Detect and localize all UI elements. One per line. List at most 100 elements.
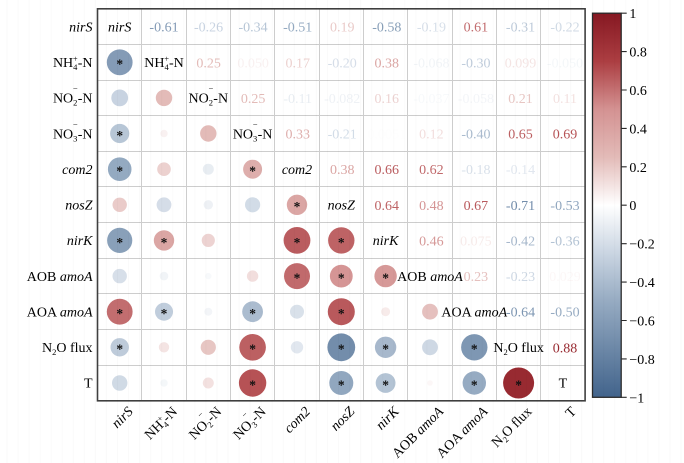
svg-text:−0.8: −0.8 bbox=[629, 353, 654, 368]
svg-text:-0.050: -0.050 bbox=[547, 56, 583, 71]
svg-text:-0.42: -0.42 bbox=[506, 235, 535, 250]
svg-text:*: * bbox=[249, 342, 256, 357]
svg-text:*: * bbox=[116, 128, 123, 143]
svg-text:nirK: nirK bbox=[373, 234, 399, 249]
svg-text:T: T bbox=[84, 377, 93, 392]
svg-text:-0.082: -0.082 bbox=[324, 92, 360, 107]
svg-text:-0.19: -0.19 bbox=[417, 21, 446, 36]
svg-text:-0.50: -0.50 bbox=[550, 306, 579, 321]
svg-text:0.46: 0.46 bbox=[419, 235, 444, 250]
svg-text:com2: com2 bbox=[62, 163, 92, 178]
svg-text:-0.21: -0.21 bbox=[328, 128, 357, 143]
svg-text:0.4: 0.4 bbox=[629, 122, 647, 137]
svg-text:-0.037: -0.037 bbox=[413, 92, 449, 107]
svg-text:0.029: 0.029 bbox=[549, 270, 581, 285]
svg-text:*: * bbox=[116, 164, 123, 179]
svg-text:*: * bbox=[338, 377, 345, 392]
svg-text:0.65: 0.65 bbox=[508, 128, 533, 143]
svg-text:*: * bbox=[338, 306, 345, 321]
svg-text:-0.58: -0.58 bbox=[372, 21, 401, 36]
svg-text:*: * bbox=[116, 306, 123, 321]
svg-text:*: * bbox=[116, 342, 123, 357]
svg-text:-0.20: -0.20 bbox=[328, 56, 357, 71]
svg-text:0: 0 bbox=[629, 199, 636, 214]
svg-text:*: * bbox=[161, 235, 168, 250]
svg-text:0.88: 0.88 bbox=[553, 341, 578, 356]
svg-text:0.64: 0.64 bbox=[375, 199, 400, 214]
svg-text:*: * bbox=[116, 57, 123, 72]
svg-text:0.25: 0.25 bbox=[196, 56, 221, 71]
svg-text:0.075: 0.075 bbox=[460, 235, 492, 250]
svg-text:*: * bbox=[161, 306, 168, 321]
svg-text:0.69: 0.69 bbox=[553, 128, 578, 143]
svg-text:nosZ: nosZ bbox=[328, 199, 355, 214]
svg-text:*: * bbox=[294, 271, 301, 286]
svg-text:-0.40: -0.40 bbox=[461, 128, 490, 143]
svg-text:*: * bbox=[249, 306, 256, 321]
svg-text:*: * bbox=[382, 271, 389, 286]
svg-text:*: * bbox=[338, 271, 345, 286]
svg-text:0.050: 0.050 bbox=[237, 56, 269, 71]
svg-text:AOB amoA: AOB amoA bbox=[27, 270, 93, 285]
svg-text:−0.4: −0.4 bbox=[629, 276, 654, 291]
svg-text:*: * bbox=[515, 377, 522, 392]
svg-text:1: 1 bbox=[629, 7, 636, 22]
svg-text:-0.53: -0.53 bbox=[550, 199, 579, 214]
svg-text:0.38: 0.38 bbox=[375, 56, 400, 71]
svg-text:−0.6: −0.6 bbox=[629, 315, 654, 330]
svg-text:0.11: 0.11 bbox=[553, 92, 577, 107]
svg-text:NH4+​-N: NH4+​-N bbox=[53, 54, 93, 73]
svg-text:*: * bbox=[471, 342, 478, 357]
svg-text:0.62: 0.62 bbox=[419, 163, 444, 178]
svg-text:nosZ: nosZ bbox=[65, 199, 92, 214]
svg-text:N2​O flux: N2​O flux bbox=[42, 341, 93, 357]
svg-text:-0.51: -0.51 bbox=[283, 21, 312, 36]
svg-text:0.61: 0.61 bbox=[464, 21, 489, 36]
svg-text:AOB amoA: AOB amoA bbox=[397, 270, 463, 285]
svg-text:T: T bbox=[559, 377, 568, 392]
svg-text:0.099: 0.099 bbox=[505, 56, 537, 71]
svg-text:*: * bbox=[116, 235, 123, 250]
svg-text:-0.068: -0.068 bbox=[413, 56, 449, 71]
svg-text:-0.31: -0.31 bbox=[506, 21, 535, 36]
svg-text:0.48: 0.48 bbox=[419, 199, 444, 214]
svg-text:-0.64: -0.64 bbox=[506, 306, 535, 321]
svg-text:nirS: nirS bbox=[69, 20, 92, 35]
svg-text:*: * bbox=[471, 377, 478, 392]
svg-text:NO3−​-N: NO3−​-N bbox=[233, 119, 273, 143]
svg-text:0.21: 0.21 bbox=[508, 92, 533, 107]
svg-text:−0.2: −0.2 bbox=[629, 238, 654, 253]
svg-text:0.8: 0.8 bbox=[629, 46, 647, 61]
svg-text:*: * bbox=[338, 235, 345, 250]
svg-text:0.0051: 0.0051 bbox=[368, 128, 407, 143]
svg-text:NO2−​-N: NO2−​-N bbox=[53, 84, 93, 108]
svg-text:-0.61: -0.61 bbox=[149, 21, 178, 36]
svg-text:N2​O flux: N2​O flux bbox=[493, 341, 544, 357]
svg-text:0.12: 0.12 bbox=[419, 128, 444, 143]
svg-text:0.67: 0.67 bbox=[464, 199, 489, 214]
svg-text:-0.71: -0.71 bbox=[506, 199, 535, 214]
svg-text:-0.14: -0.14 bbox=[506, 163, 535, 178]
svg-text:nirK: nirK bbox=[67, 234, 93, 249]
svg-text:-0.18: -0.18 bbox=[461, 163, 490, 178]
svg-text:0.17: 0.17 bbox=[285, 56, 310, 71]
svg-text:-0.26: -0.26 bbox=[194, 21, 223, 36]
svg-text:0.16: 0.16 bbox=[375, 92, 400, 107]
svg-text:*: * bbox=[294, 235, 301, 250]
svg-text:NO3−​-N: NO3−​-N bbox=[53, 119, 93, 143]
svg-text:0.2: 0.2 bbox=[629, 161, 647, 176]
svg-text:NH4+​-N: NH4+​-N bbox=[144, 54, 184, 73]
svg-text:-0.22: -0.22 bbox=[550, 21, 579, 36]
svg-text:0.66: 0.66 bbox=[375, 163, 400, 178]
svg-text:AOA amoA: AOA amoA bbox=[441, 306, 507, 321]
svg-text:0.33: 0.33 bbox=[285, 128, 310, 143]
svg-text:com2: com2 bbox=[282, 163, 312, 178]
svg-text:-0.34: -0.34 bbox=[239, 21, 268, 36]
svg-text:*: * bbox=[249, 164, 256, 179]
svg-text:0.23: 0.23 bbox=[464, 270, 489, 285]
svg-text:*: * bbox=[338, 342, 345, 357]
svg-text:*: * bbox=[382, 377, 389, 392]
svg-text:*: * bbox=[249, 377, 256, 392]
svg-text:*: * bbox=[294, 199, 301, 214]
svg-text:0.25: 0.25 bbox=[241, 92, 266, 107]
